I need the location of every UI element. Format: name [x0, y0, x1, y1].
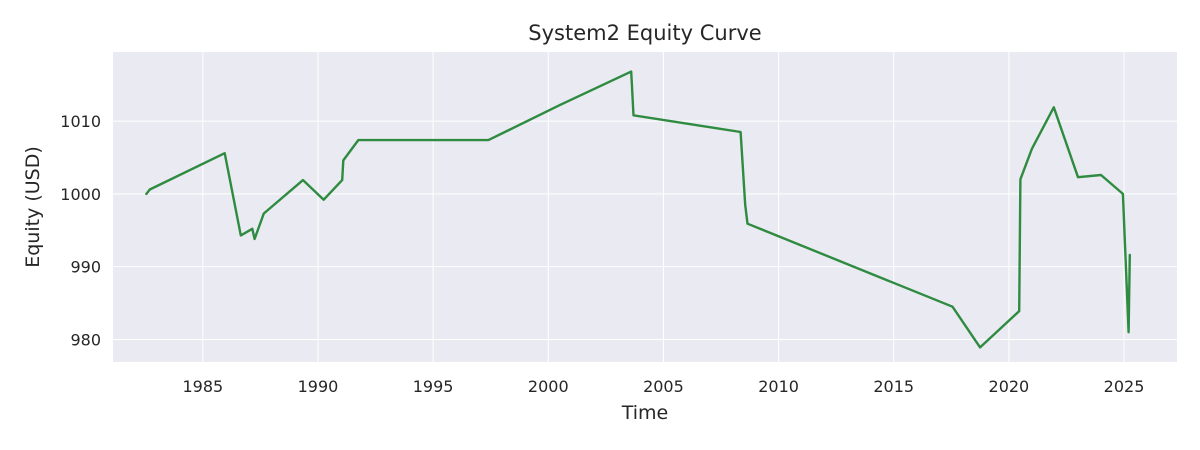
x-tick-label: 2015 [873, 377, 914, 396]
y-tick-labels: 980 990 1000 1010 [60, 112, 101, 349]
plot-background [113, 52, 1177, 362]
x-axis-label: Time [621, 402, 669, 424]
series-layer [145, 70, 1132, 349]
y-tick-label: 990 [70, 258, 101, 277]
x-tick-label: 1995 [413, 377, 454, 396]
y-axis-label: Equity (USD) [22, 146, 44, 268]
y-tick-label: 1000 [60, 185, 101, 204]
chart-title: System2 Equity Curve [528, 21, 761, 45]
y-tick-label: 1010 [60, 112, 101, 131]
x-tick-label: 1990 [298, 377, 339, 396]
x-tick-labels: 1985 1990 1995 2000 2005 2010 2015 2020 2025 [182, 377, 1144, 396]
x-tick-label: 2025 [1104, 377, 1145, 396]
x-tick-label: 2005 [643, 377, 684, 396]
x-tick-label: 2010 [758, 377, 799, 396]
y-tick-label: 980 [70, 330, 101, 349]
x-tick-label: 2000 [528, 377, 569, 396]
x-tick-label: 2020 [989, 377, 1030, 396]
equity-series-line [145, 70, 1132, 349]
grid [113, 52, 1177, 362]
x-tick-label: 1985 [182, 377, 223, 396]
